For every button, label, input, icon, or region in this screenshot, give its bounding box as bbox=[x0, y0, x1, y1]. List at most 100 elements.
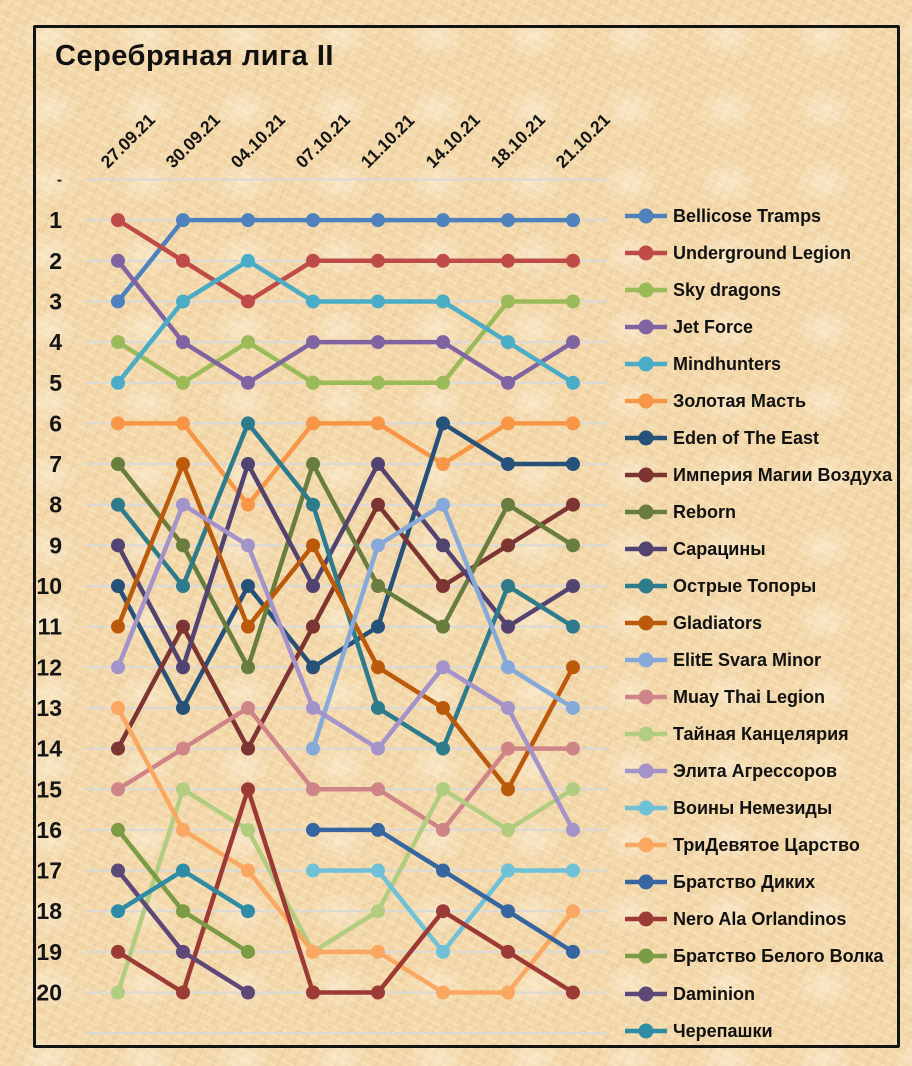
data-point bbox=[176, 782, 190, 797]
data-point bbox=[566, 822, 580, 837]
data-point bbox=[501, 782, 515, 797]
data-point bbox=[241, 457, 255, 472]
data-point bbox=[371, 497, 385, 512]
data-point bbox=[111, 782, 125, 797]
legend-item: Daminion bbox=[624, 975, 892, 1012]
data-point bbox=[436, 579, 450, 593]
legend-label: Sky dragons bbox=[673, 279, 782, 300]
legend-marker-icon bbox=[625, 541, 667, 557]
legend-marker-icon bbox=[625, 986, 667, 1001]
legend-label: Братство Диких bbox=[673, 872, 816, 893]
series-line bbox=[115, 299, 576, 385]
data-point bbox=[241, 335, 255, 350]
legend-item: Золотая Масть bbox=[624, 382, 892, 419]
data-point bbox=[111, 741, 125, 756]
series-line bbox=[115, 258, 576, 385]
data-point bbox=[241, 579, 255, 593]
legend-item: Reborn bbox=[624, 493, 892, 530]
data-point bbox=[306, 822, 320, 837]
data-point bbox=[501, 944, 515, 959]
data-point bbox=[436, 619, 450, 634]
y-axis-label: 1 bbox=[49, 207, 62, 233]
data-point bbox=[241, 294, 255, 309]
y-axis-label: 17 bbox=[36, 858, 62, 884]
data-point bbox=[566, 253, 580, 268]
x-axis-date-label: 07.10.21 bbox=[292, 109, 354, 171]
data-point bbox=[501, 619, 515, 634]
data-point bbox=[566, 579, 580, 593]
data-point bbox=[566, 497, 580, 512]
data-point bbox=[111, 375, 125, 390]
data-point bbox=[371, 660, 385, 675]
data-point bbox=[176, 660, 190, 675]
data-point bbox=[436, 741, 450, 756]
legend-label: Элита Агрессоров bbox=[673, 761, 838, 782]
data-point bbox=[436, 782, 450, 797]
data-point bbox=[566, 944, 580, 959]
legend-marker-icon bbox=[625, 911, 667, 927]
data-point bbox=[436, 294, 450, 309]
legend-label: Черепашки bbox=[673, 1020, 773, 1041]
legend-marker-icon bbox=[625, 319, 667, 335]
y-axis-label: 8 bbox=[49, 492, 62, 518]
data-point bbox=[436, 904, 450, 919]
data-point bbox=[241, 782, 255, 797]
legend-item: Nero Ala Orlandinos bbox=[624, 901, 892, 938]
data-point bbox=[566, 213, 580, 228]
legend-label: Золотая Масть bbox=[673, 390, 807, 411]
data-point bbox=[306, 660, 320, 675]
x-axis-date-label: 18.10.21 bbox=[487, 109, 549, 171]
y-axis-label: 11 bbox=[38, 614, 63, 640]
data-point bbox=[501, 416, 515, 431]
data-point bbox=[371, 782, 385, 797]
data-point bbox=[371, 741, 385, 756]
x-axis-date-label: 04.10.21 bbox=[227, 109, 289, 171]
data-point bbox=[501, 700, 515, 715]
data-point bbox=[241, 375, 255, 390]
series-line bbox=[115, 421, 576, 507]
data-point bbox=[176, 619, 190, 634]
legend-marker-icon bbox=[625, 689, 667, 705]
data-point bbox=[176, 497, 190, 512]
legend-label: Reborn bbox=[673, 501, 736, 522]
data-point bbox=[111, 944, 125, 959]
data-point bbox=[241, 253, 255, 268]
data-point bbox=[241, 863, 255, 878]
legend-item: Тайная Канцелярия bbox=[624, 716, 892, 753]
legend-marker-icon bbox=[625, 208, 667, 224]
data-point bbox=[176, 538, 190, 553]
x-axis-date-label: 11.10.21 bbox=[357, 110, 419, 172]
x-axis-date-label: 21.10.21 bbox=[552, 109, 614, 171]
data-point bbox=[566, 538, 580, 553]
data-point bbox=[436, 700, 450, 715]
data-point bbox=[176, 741, 190, 756]
chart-title: Серебряная лига II bbox=[55, 40, 334, 72]
y-axis-label: 12 bbox=[36, 654, 62, 680]
data-point bbox=[241, 985, 255, 1000]
y-axis-label: 6 bbox=[49, 410, 62, 436]
data-point bbox=[436, 538, 450, 553]
data-point bbox=[306, 497, 320, 512]
data-point bbox=[566, 700, 580, 715]
data-point bbox=[566, 294, 580, 309]
series-line bbox=[115, 705, 576, 833]
data-point bbox=[241, 538, 255, 553]
data-point bbox=[306, 416, 320, 431]
data-point bbox=[111, 904, 125, 919]
data-point bbox=[436, 335, 450, 350]
legend-marker-icon bbox=[625, 837, 667, 853]
data-point bbox=[371, 335, 385, 350]
legend-label: Muay Thai Legion bbox=[673, 687, 826, 708]
data-point bbox=[501, 660, 515, 675]
data-point bbox=[176, 253, 190, 268]
y-axis-label: 19 bbox=[36, 939, 62, 965]
data-point bbox=[306, 538, 320, 553]
y-axis-label: 4 bbox=[49, 329, 62, 355]
legend-item: Империя Магии Воздуха bbox=[624, 456, 892, 493]
y-axis-label: 18 bbox=[36, 898, 62, 924]
data-point bbox=[566, 863, 580, 878]
y-axis-label: 20 bbox=[36, 980, 62, 1006]
y-axis-label: 10 bbox=[36, 573, 62, 599]
legend-marker-icon bbox=[625, 726, 667, 742]
